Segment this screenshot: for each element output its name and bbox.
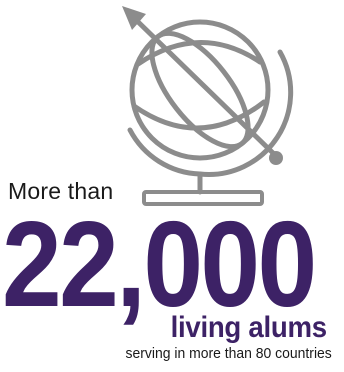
- countries-caption: serving in more than 80 countries: [125, 345, 332, 362]
- living-alums-label: living alums: [170, 311, 327, 344]
- globe-icon: [122, 6, 294, 206]
- intro-text: More than: [8, 178, 114, 204]
- alumni-count: 22,000: [2, 196, 317, 332]
